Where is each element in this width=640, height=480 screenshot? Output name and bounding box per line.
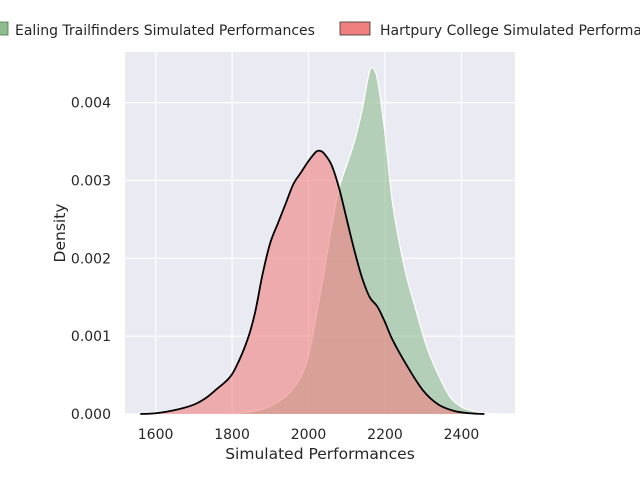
- x-tick-label: 2400: [444, 427, 480, 443]
- density-area-1: [232, 67, 500, 414]
- x-axis-label: Simulated Performances: [225, 445, 415, 463]
- density-areas: [140, 66, 500, 415]
- legend: Ealing Trailfinders Simulated Performanc…: [0, 21, 640, 39]
- y-tick-label: 0.004: [71, 96, 111, 112]
- density-area-2: [140, 150, 485, 414]
- legend-label-2: Hartpury College Simulated Performances: [380, 23, 640, 39]
- y-tick-label: 0.002: [71, 251, 111, 267]
- x-tick-label: 2200: [367, 427, 403, 443]
- x-tick-label: 1600: [138, 427, 174, 443]
- density-line-2: [140, 149, 485, 415]
- y-tick-label: 0.000: [71, 407, 111, 423]
- y-axis-label: Density: [51, 204, 69, 263]
- y-tick-label: 0.001: [71, 329, 111, 345]
- y-axis-ticks: 0.000 0.001 0.002 0.003 0.004: [71, 96, 111, 423]
- legend-label-1: Ealing Trailfinders Simulated Performanc…: [15, 23, 315, 39]
- legend-swatch-1: [0, 21, 9, 36]
- legend-swatch-2: [339, 21, 371, 36]
- y-tick-label: 0.003: [71, 173, 111, 189]
- x-tick-label: 2000: [291, 427, 327, 443]
- x-axis-ticks: 1600 1800 2000 2200 2400: [138, 427, 480, 443]
- x-tick-label: 1800: [214, 427, 250, 443]
